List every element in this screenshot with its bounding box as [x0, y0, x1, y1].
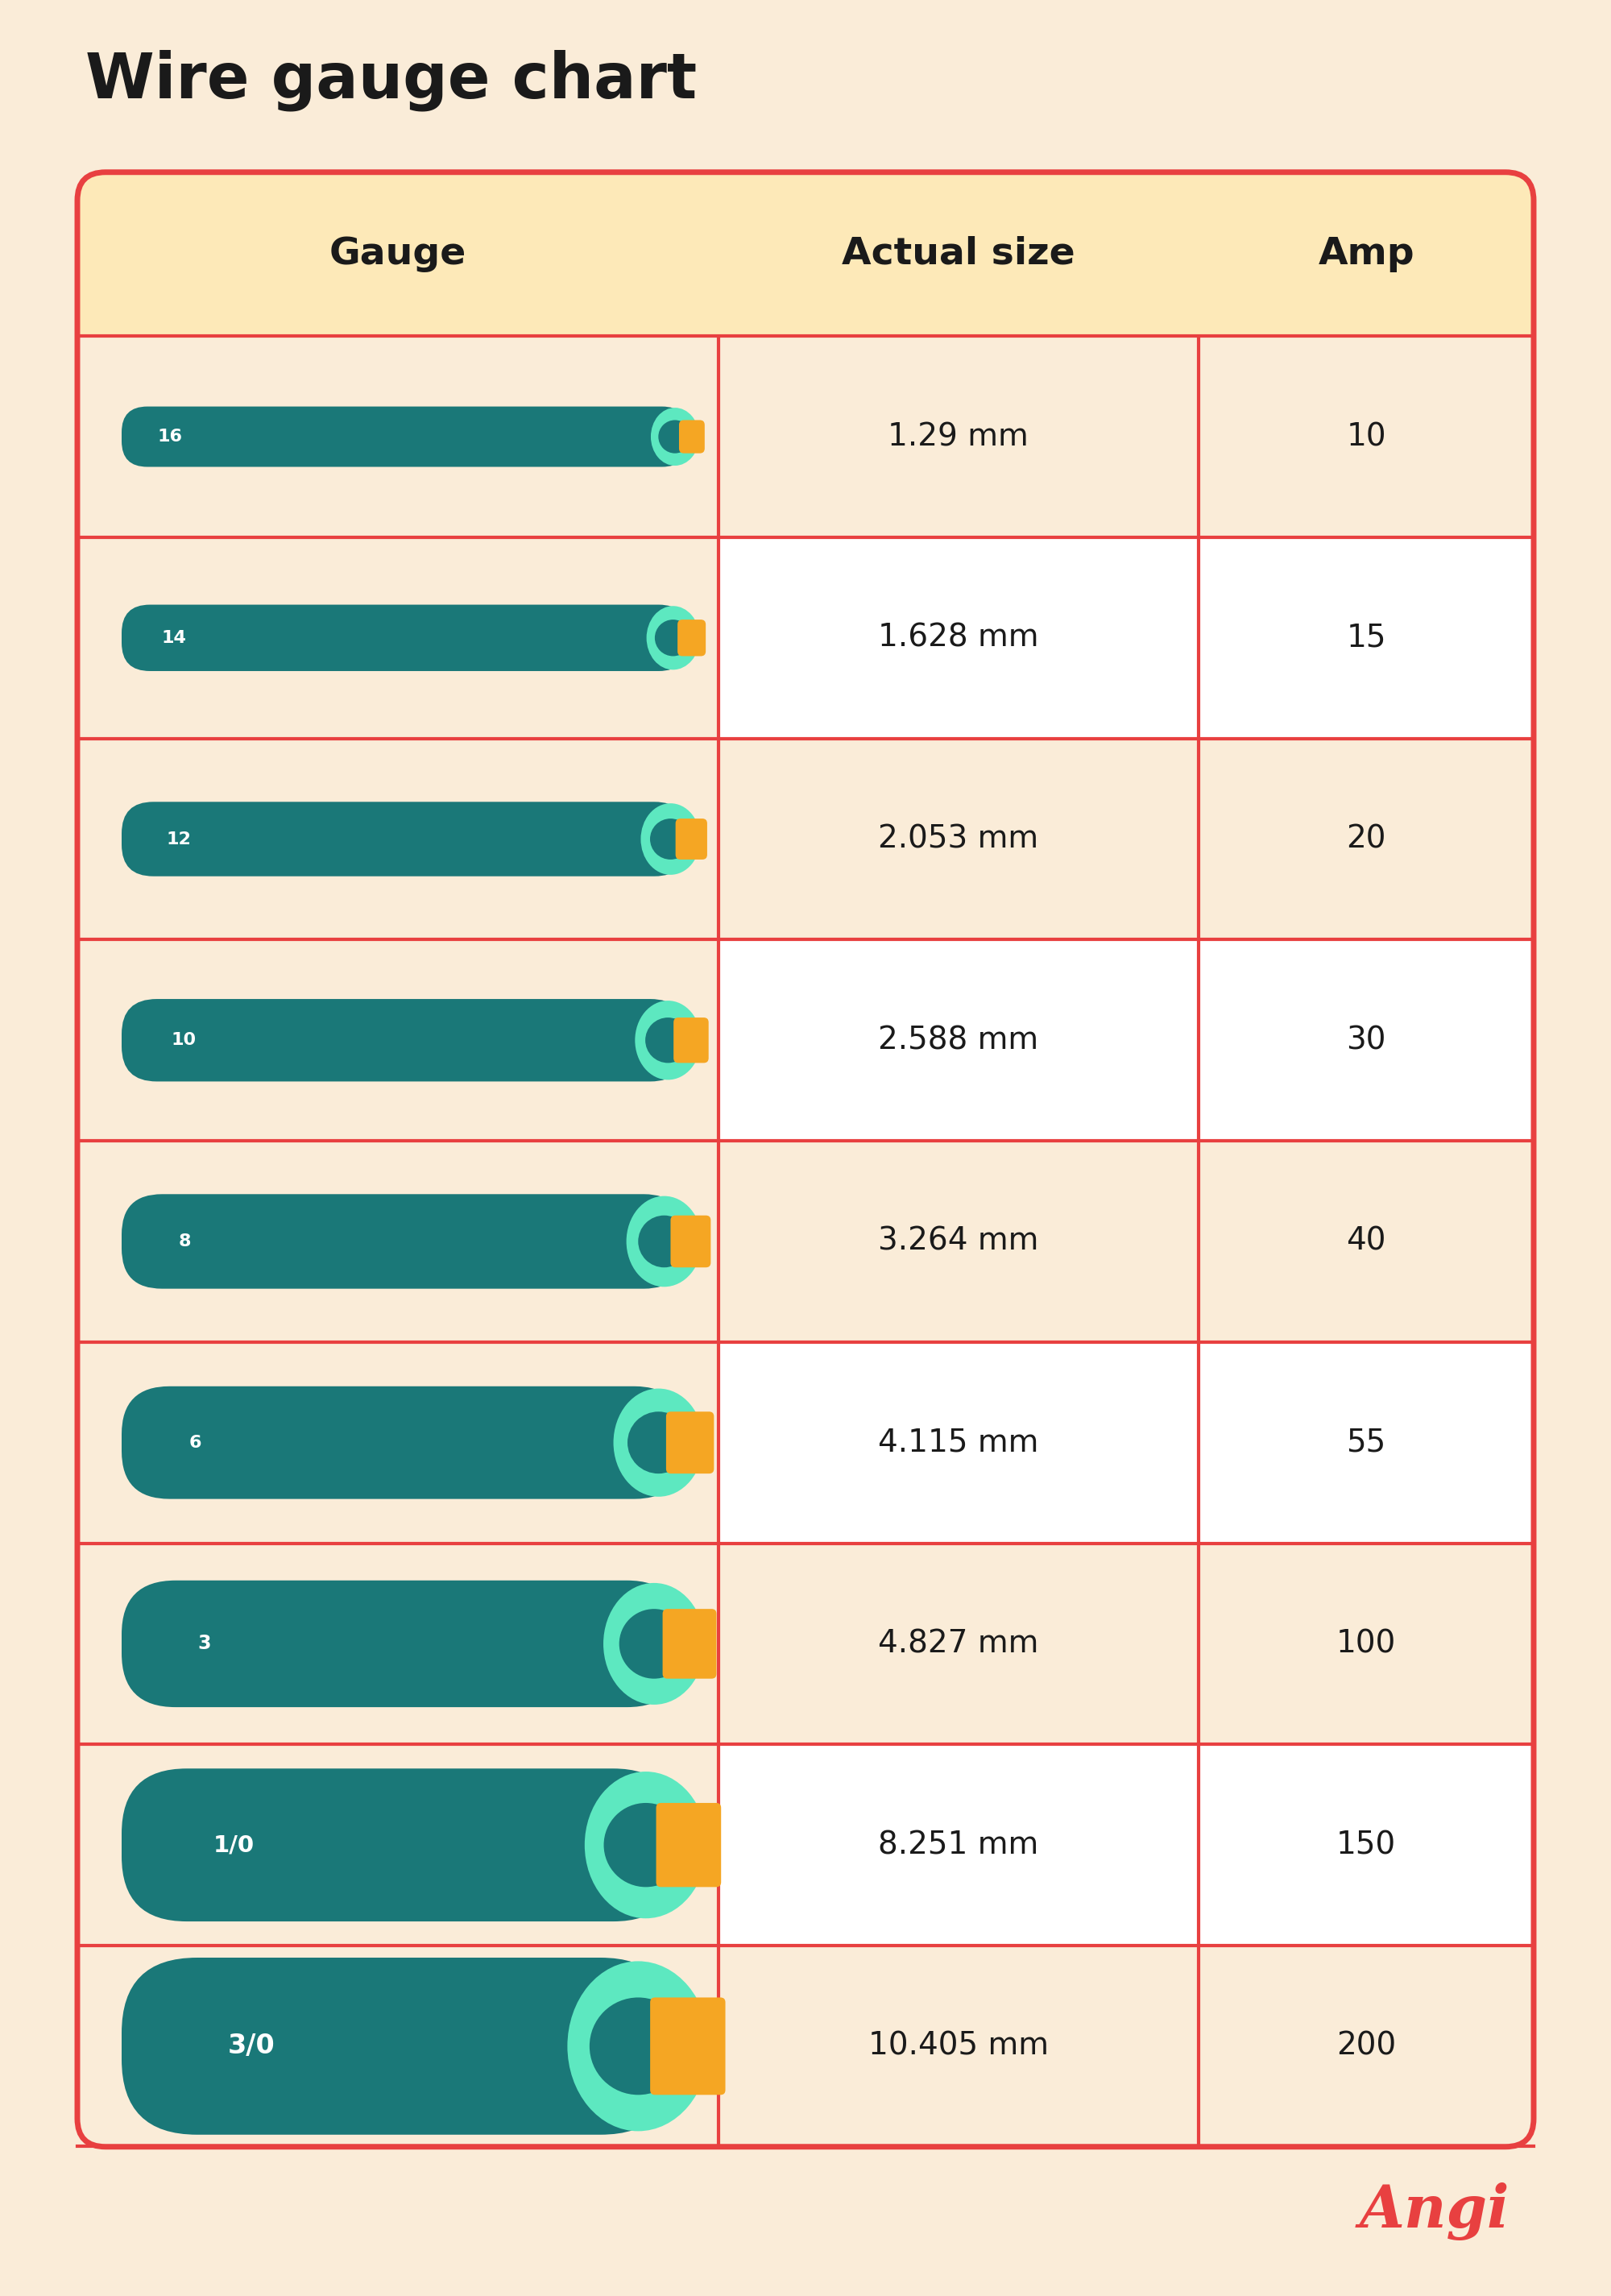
Text: 30: 30	[1347, 1024, 1385, 1056]
Text: 4.115 mm: 4.115 mm	[878, 1428, 1039, 1458]
FancyBboxPatch shape	[678, 420, 704, 452]
Ellipse shape	[638, 1215, 690, 1267]
Text: 55: 55	[1347, 1428, 1385, 1458]
Text: Gauge: Gauge	[329, 236, 466, 273]
Text: 14: 14	[161, 629, 187, 645]
FancyBboxPatch shape	[122, 801, 686, 877]
Bar	[719, 1745, 1199, 1945]
Text: 3.264 mm: 3.264 mm	[878, 1226, 1039, 1256]
Text: 1/0: 1/0	[213, 1835, 255, 1855]
FancyBboxPatch shape	[678, 620, 706, 657]
Ellipse shape	[651, 409, 699, 466]
FancyBboxPatch shape	[122, 1194, 685, 1288]
FancyBboxPatch shape	[122, 1768, 678, 1922]
Text: 6: 6	[188, 1435, 201, 1451]
Text: 10.405 mm: 10.405 mm	[868, 2032, 1049, 2062]
Ellipse shape	[628, 1412, 690, 1474]
Bar	[719, 1945, 1199, 2147]
Text: 2.588 mm: 2.588 mm	[878, 1024, 1039, 1056]
FancyBboxPatch shape	[122, 406, 688, 466]
Bar	[77, 255, 1534, 335]
Bar	[1199, 1543, 1534, 1745]
Bar	[1199, 1945, 1534, 2147]
FancyBboxPatch shape	[77, 172, 1534, 335]
Text: 20: 20	[1347, 824, 1385, 854]
Ellipse shape	[654, 620, 691, 657]
Ellipse shape	[567, 1961, 709, 2131]
FancyBboxPatch shape	[122, 1580, 681, 1708]
Bar	[719, 1543, 1199, 1745]
Text: 15: 15	[1347, 622, 1385, 652]
Text: 1.628 mm: 1.628 mm	[878, 622, 1039, 652]
FancyBboxPatch shape	[122, 999, 686, 1081]
Text: 8: 8	[179, 1233, 190, 1249]
FancyBboxPatch shape	[651, 1998, 725, 2094]
Bar	[1199, 939, 1534, 1141]
Text: 150: 150	[1336, 1830, 1397, 1860]
Bar	[1199, 335, 1534, 537]
Text: 40: 40	[1347, 1226, 1385, 1256]
Text: 16: 16	[158, 429, 182, 445]
Bar	[1199, 739, 1534, 939]
Text: 12: 12	[166, 831, 192, 847]
FancyBboxPatch shape	[670, 1215, 710, 1267]
FancyBboxPatch shape	[122, 604, 688, 670]
Bar	[719, 537, 1199, 739]
Text: 3: 3	[198, 1635, 211, 1653]
FancyBboxPatch shape	[77, 172, 1534, 2147]
Bar	[1199, 1343, 1534, 1543]
Text: 1.29 mm: 1.29 mm	[888, 422, 1029, 452]
Ellipse shape	[604, 1802, 688, 1887]
FancyBboxPatch shape	[656, 1802, 722, 1887]
Text: 10: 10	[1347, 422, 1385, 452]
Ellipse shape	[646, 1017, 691, 1063]
Text: 4.827 mm: 4.827 mm	[878, 1628, 1039, 1660]
Bar	[719, 939, 1199, 1141]
Ellipse shape	[651, 820, 691, 859]
Ellipse shape	[635, 1001, 701, 1079]
Text: 100: 100	[1336, 1628, 1397, 1660]
Bar	[719, 1343, 1199, 1543]
Text: 10: 10	[171, 1033, 197, 1049]
Ellipse shape	[604, 1582, 704, 1704]
Ellipse shape	[614, 1389, 704, 1497]
Ellipse shape	[627, 1196, 702, 1286]
Bar	[1199, 1745, 1534, 1945]
Bar	[719, 335, 1199, 537]
FancyBboxPatch shape	[122, 1387, 683, 1499]
Ellipse shape	[590, 1998, 686, 2094]
Ellipse shape	[585, 1773, 707, 1919]
Ellipse shape	[641, 804, 701, 875]
Bar	[719, 1141, 1199, 1343]
Text: Angi: Angi	[1360, 2181, 1510, 2241]
FancyBboxPatch shape	[662, 1609, 717, 1678]
Text: 2.053 mm: 2.053 mm	[878, 824, 1039, 854]
Text: 8.251 mm: 8.251 mm	[878, 1830, 1039, 1860]
FancyBboxPatch shape	[675, 820, 707, 859]
Bar	[1199, 537, 1534, 739]
Text: 200: 200	[1336, 2032, 1397, 2062]
FancyBboxPatch shape	[673, 1017, 709, 1063]
FancyBboxPatch shape	[665, 1412, 714, 1474]
Text: 3/0: 3/0	[227, 2032, 275, 2060]
Ellipse shape	[659, 420, 691, 452]
Text: Wire gauge chart: Wire gauge chart	[85, 51, 698, 110]
Ellipse shape	[646, 606, 699, 670]
FancyBboxPatch shape	[122, 1958, 675, 2135]
Text: Actual size: Actual size	[843, 236, 1075, 273]
Text: Amp: Amp	[1318, 236, 1414, 273]
Ellipse shape	[619, 1609, 690, 1678]
Bar	[1199, 1141, 1534, 1343]
Bar	[719, 739, 1199, 939]
